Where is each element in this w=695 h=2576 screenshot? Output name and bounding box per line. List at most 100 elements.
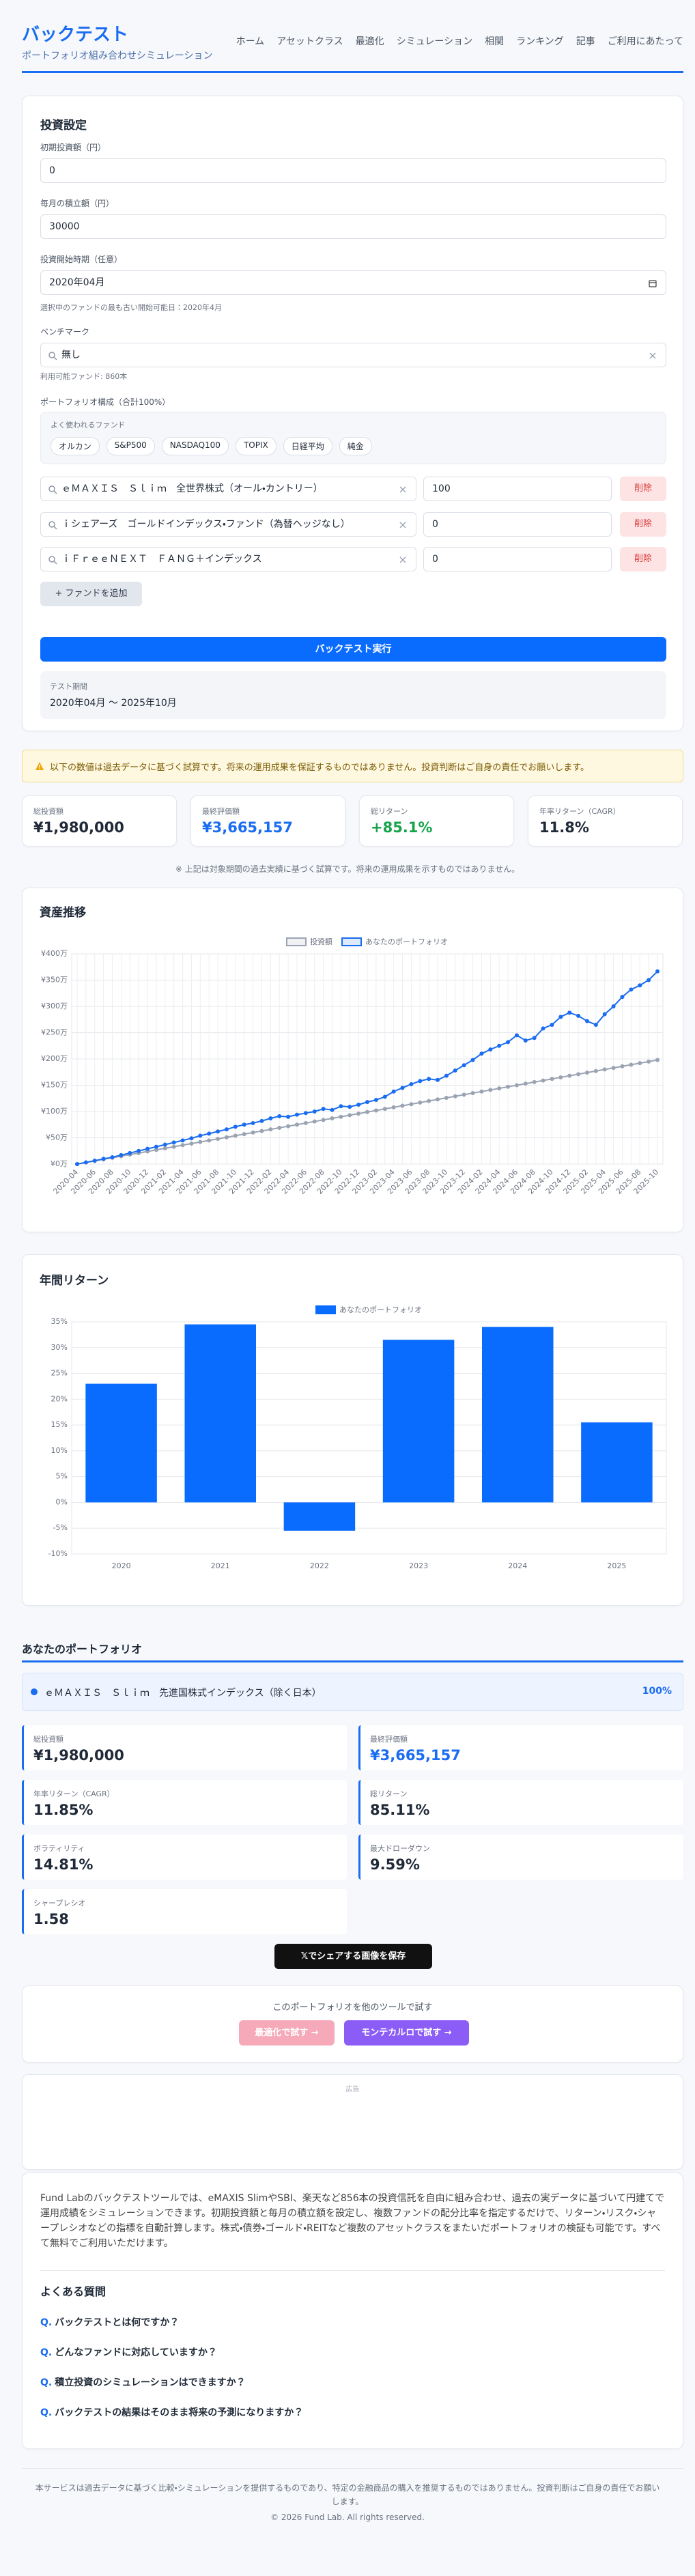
faq-q: Q. xyxy=(40,2317,53,2328)
x-tick-label: 2024 xyxy=(508,1561,527,1570)
y-tick-label: ¥50万 xyxy=(46,1133,68,1142)
period-box: テスト期間 2020年04月 〜 2025年10月 xyxy=(40,671,666,719)
y-tick-label: 20% xyxy=(51,1394,68,1403)
legend-swatch xyxy=(315,1305,336,1314)
point xyxy=(251,1130,255,1135)
fund-input[interactable]: ｉシェアーズ ゴールドインデックス・ファンド（為替ヘッジなし） xyxy=(40,511,416,537)
faq-item[interactable]: Q. バックテストの結果はそのまま将来の予測になりますか？ xyxy=(40,2405,303,2419)
chip[interactable]: NASDAQ100 xyxy=(161,437,229,455)
faq-question: バックテストとは何ですか？ xyxy=(55,2317,180,2328)
clear-icon xyxy=(399,486,406,493)
point xyxy=(242,1122,246,1127)
point xyxy=(321,1107,326,1112)
point xyxy=(638,1061,642,1066)
point xyxy=(602,1067,607,1072)
nav-link[interactable]: 最適化 xyxy=(355,36,384,47)
point xyxy=(514,1083,519,1088)
point xyxy=(356,1112,361,1116)
point xyxy=(365,1100,369,1105)
point xyxy=(453,1068,457,1073)
point xyxy=(655,1058,659,1062)
point xyxy=(339,1114,343,1119)
input[interactable]: 2020年04月 xyxy=(40,270,666,295)
search-icon xyxy=(48,556,57,565)
about-box: Fund Labのバックテストツールでは、eMAXIS SlimやSBI、楽天な… xyxy=(22,2172,683,2449)
fund-input[interactable]: ｉＦｒｅｅＮＥＸＴ ＦＡＮＧ＋インデックス xyxy=(40,547,416,571)
add-fund-button[interactable]: + ファンドを追加 xyxy=(40,582,142,606)
nav-link[interactable]: ランキング xyxy=(516,36,564,47)
point xyxy=(629,1062,634,1067)
optimize-button[interactable]: 最適化で試す → xyxy=(239,2020,335,2046)
point xyxy=(207,1131,212,1136)
search-icon xyxy=(48,352,57,360)
point xyxy=(391,1089,396,1094)
chip[interactable]: 純金 xyxy=(339,437,372,455)
y-tick-label: ¥250万 xyxy=(41,1028,68,1037)
y-tick-label: 15% xyxy=(51,1420,68,1429)
montecarlo-button[interactable]: モンテカルロで試す → xyxy=(344,2020,469,2046)
input[interactable]: 30000 xyxy=(40,214,666,239)
point xyxy=(339,1104,343,1109)
period-label: テスト期間 xyxy=(50,682,87,691)
faq-title: よくある質問 xyxy=(40,2285,107,2298)
nav-link[interactable]: 相関 xyxy=(485,36,505,47)
summary-label: 総リターン xyxy=(371,807,408,816)
point xyxy=(382,1107,387,1112)
input[interactable]: 0 xyxy=(40,158,666,183)
y-tick-label: 5% xyxy=(56,1472,68,1481)
nav-link[interactable]: ホーム xyxy=(236,36,265,47)
field-note: 利用可能ファンド: 860本 xyxy=(40,372,128,381)
metric-label: 最大ドローダウン xyxy=(370,1844,430,1853)
point xyxy=(444,1073,449,1078)
point xyxy=(647,1059,651,1064)
nav-link[interactable]: 記事 xyxy=(576,36,595,47)
chart-card: 年間リターン -10% -5% 0% 5% 10% 15% 20% 25% 30% 35% 2020 2… xyxy=(22,1254,683,1606)
point xyxy=(470,1058,475,1062)
run-button[interactable]: バックテスト実行 xyxy=(40,637,666,662)
delete-button[interactable]: 削除 xyxy=(620,511,666,537)
point xyxy=(436,1097,440,1102)
delete-button[interactable]: 削除 xyxy=(620,477,666,501)
weight-input[interactable]: 0 xyxy=(423,511,612,537)
share-button[interactable]: 𝕏でシェアする画像を保存 xyxy=(274,1944,432,1969)
metric-card: 最大ドローダウン 9.59% xyxy=(358,1835,683,1880)
bar xyxy=(481,1327,554,1503)
faq-item[interactable]: Q. 積立投資のシミュレーションはできますか？ xyxy=(40,2375,246,2389)
point xyxy=(558,1075,563,1079)
period-value: 2020年04月 〜 2025年10月 xyxy=(50,698,177,709)
delete-button[interactable]: 削除 xyxy=(620,547,666,571)
chip[interactable]: S&P500 xyxy=(106,437,155,455)
faq-question: どんなファンドに対応していますか？ xyxy=(55,2347,217,2358)
point xyxy=(242,1132,246,1137)
point xyxy=(277,1125,282,1130)
plot-frame xyxy=(71,953,664,1165)
fund-name: ｅＭＡＸＩＳ Ｓｌｉｍ 全世界株式（オール・カントリー） xyxy=(61,483,323,494)
weight-value: 0 xyxy=(432,554,438,565)
faq-item[interactable]: Q. バックテストとは何ですか？ xyxy=(40,2315,179,2329)
icon-part xyxy=(399,522,406,528)
icon-part xyxy=(399,486,406,493)
summary-card: 総リターン +85.1% xyxy=(359,795,514,847)
weight-input[interactable]: 0 xyxy=(423,547,612,571)
chip[interactable]: オルカン xyxy=(51,437,100,455)
point xyxy=(620,1064,625,1068)
nav-link[interactable]: シミュレーション xyxy=(396,36,473,47)
chip[interactable]: TOPIX xyxy=(235,437,276,455)
chip[interactable]: 日経平均 xyxy=(283,437,332,455)
field-label: 初期投資額（円） xyxy=(40,143,107,152)
nav-link[interactable]: アセットクラス xyxy=(276,36,343,47)
point xyxy=(207,1138,212,1143)
summary-label: 年率リターン（CAGR） xyxy=(539,807,621,816)
summary-value: ¥3,665,157 xyxy=(202,819,293,836)
point xyxy=(373,1108,378,1113)
weight-input[interactable]: 100 xyxy=(423,477,612,501)
weight-value: 0 xyxy=(432,518,438,530)
faq-item[interactable]: Q. どんなファンドに対応していますか？ xyxy=(40,2345,217,2359)
y-tick-label: 30% xyxy=(51,1343,68,1352)
y-tick-label: 25% xyxy=(51,1369,68,1378)
fund-input[interactable]: ｅＭＡＸＩＳ Ｓｌｉｍ 全世界株式（オール・カントリー） xyxy=(40,477,416,501)
nav-link[interactable]: ご利用にあたって xyxy=(607,36,683,47)
input[interactable]: 無し xyxy=(40,343,666,367)
tools-label: このポートフォリオを他のツールで試す xyxy=(272,2002,433,2013)
point xyxy=(189,1141,194,1146)
